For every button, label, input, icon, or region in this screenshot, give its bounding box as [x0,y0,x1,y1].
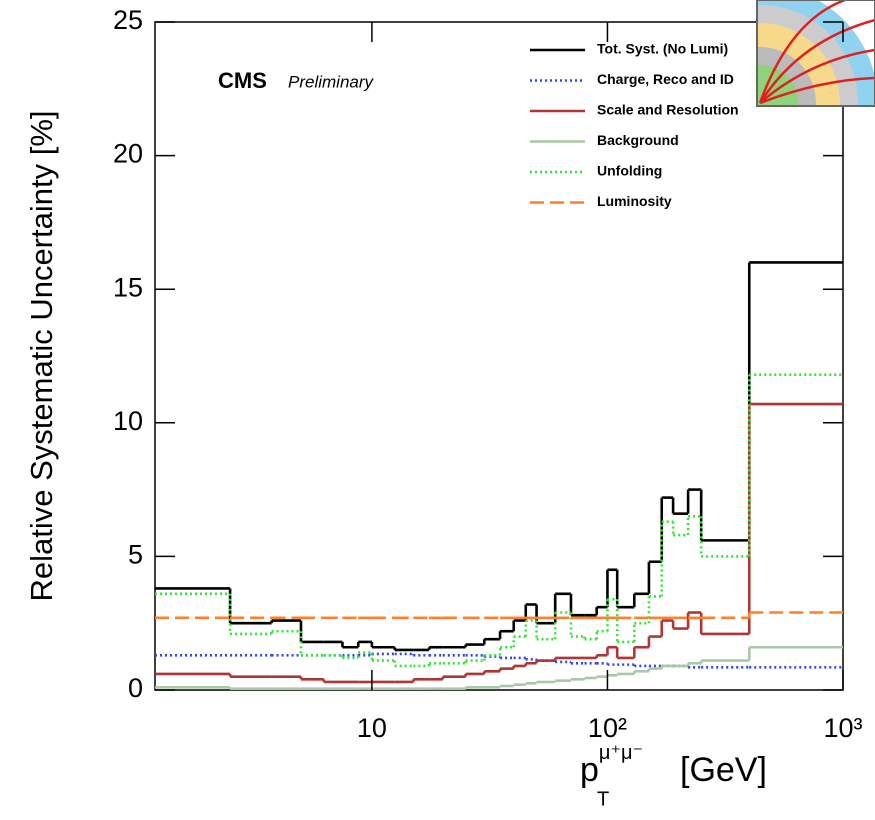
series [155,373,843,668]
x-tick-label: 10² [588,713,627,743]
y-tick-label: 0 [128,673,143,703]
legend-label: Scale and Resolution [597,102,739,118]
y-axis-title: Relative Systematic Uncertainty [%] [24,110,59,601]
logo [756,0,875,107]
x-title-unit: [GeV] [680,751,767,789]
y-tick-label: 5 [128,540,143,570]
x-axis-title: pμ⁺μ⁻ [580,742,643,789]
x-title-sup: μ⁺μ⁻ [599,742,643,764]
legend-label: Charge, Reco and ID [597,71,734,87]
x-tick-label: 10³ [823,713,862,743]
x-title-sub: T [597,788,609,810]
series [155,402,843,684]
legend-label: Tot. Syst. (No Lumi) [597,41,728,57]
series [155,261,843,652]
y-tick-label: 10 [113,406,143,436]
legend-label: Luminosity [597,193,672,209]
logo-track [758,1,874,105]
legend-label: Unfolding [597,163,662,179]
x-tick-label: 10 [357,713,387,743]
legend: Tot. Syst. (No Lumi) Charge, Reco and ID S… [530,41,739,209]
status-label: Preliminary [288,72,375,91]
plot-area [154,21,844,691]
series [155,611,843,620]
y-tick-label: 15 [113,272,143,302]
y-tick-label: 25 [113,5,143,35]
y-tick-label: 20 [113,139,143,169]
experiment-label: CMS [218,68,267,93]
legend-label: Background [597,132,679,148]
x-title-base: p [580,751,599,789]
series [155,645,843,690]
plot-frame [154,21,844,691]
